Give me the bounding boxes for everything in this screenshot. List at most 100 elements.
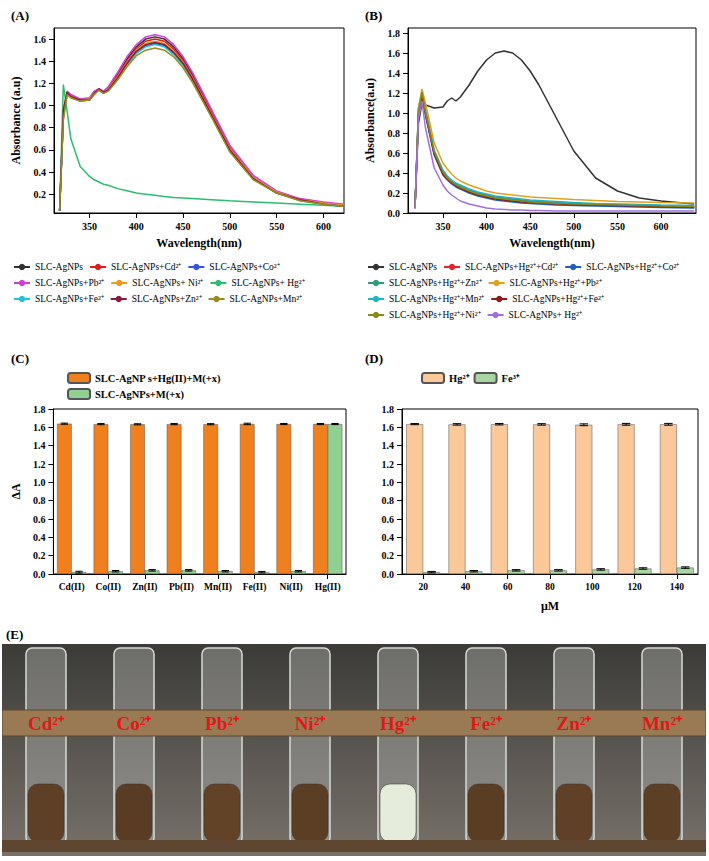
svg-text:SLC-AgNPs+Fe²⁺: SLC-AgNPs+Fe²⁺ (35, 294, 104, 304)
svg-text:Hg²⁺: Hg²⁺ (380, 713, 417, 734)
svg-text:0.0: 0.0 (33, 569, 46, 580)
svg-text:SLC-AgNPs+Hg²⁺+Cd²⁺: SLC-AgNPs+Hg²⁺+Cd²⁺ (465, 262, 558, 272)
svg-text:0.4: 0.4 (388, 168, 401, 179)
svg-text:1.4: 1.4 (382, 440, 395, 451)
svg-text:SLC-AgNPs: SLC-AgNPs (35, 262, 83, 272)
svg-text:Fe(II): Fe(II) (243, 582, 267, 593)
svg-text:0.6: 0.6 (382, 514, 395, 525)
svg-text:Wavelength(nm): Wavelength(nm) (509, 236, 594, 250)
svg-text:Fe²⁺: Fe²⁺ (470, 713, 503, 734)
svg-text:1.4: 1.4 (388, 68, 401, 79)
svg-text:60: 60 (503, 582, 513, 592)
svg-text:500: 500 (222, 221, 237, 232)
svg-text:1.0: 1.0 (382, 477, 395, 488)
svg-text:0.6: 0.6 (34, 144, 47, 155)
svg-text:0.6: 0.6 (33, 514, 46, 525)
svg-text:0.8: 0.8 (388, 128, 401, 139)
svg-text:SLC-AgNPs+Hg²⁺+Ni²⁺: SLC-AgNPs+Hg²⁺+Ni²⁺ (389, 310, 481, 320)
svg-text:550: 550 (610, 221, 625, 232)
svg-text:Fe³⁺: Fe³⁺ (502, 373, 520, 384)
svg-text:1.4: 1.4 (34, 56, 47, 67)
svg-text:1.2: 1.2 (34, 78, 47, 89)
svg-text:0.2: 0.2 (33, 550, 46, 561)
svg-text:40: 40 (461, 582, 471, 592)
svg-text:Ni(II): Ni(II) (280, 582, 303, 593)
svg-text:0.0: 0.0 (382, 569, 395, 580)
svg-text:0.4: 0.4 (34, 167, 47, 178)
svg-text:1.6: 1.6 (382, 422, 395, 433)
svg-text:1.6: 1.6 (388, 48, 401, 59)
svg-text:350: 350 (435, 221, 450, 232)
svg-text:SLC-AgNPs+Mn²⁺: SLC-AgNPs+Mn²⁺ (230, 294, 302, 304)
svg-text:1.8: 1.8 (33, 404, 46, 415)
svg-text:Ni²⁺: Ni²⁺ (295, 713, 327, 734)
svg-text:SLC-AgNPs+Co²⁺: SLC-AgNPs+Co²⁺ (209, 262, 279, 272)
svg-text:1.8: 1.8 (388, 28, 401, 39)
svg-text:0.8: 0.8 (33, 495, 46, 506)
svg-text:(B): (B) (365, 8, 382, 23)
svg-text:120: 120 (627, 582, 642, 592)
svg-text:0.6: 0.6 (388, 148, 401, 159)
svg-text:1.8: 1.8 (382, 404, 395, 415)
svg-text:Zn(II): Zn(II) (132, 582, 157, 593)
svg-text:400: 400 (479, 221, 494, 232)
svg-text:SLC-AgNPs: SLC-AgNPs (389, 262, 437, 272)
svg-text:SLC-AgNPs+ Hg²⁺: SLC-AgNPs+ Hg²⁺ (509, 310, 582, 320)
svg-text:1.2: 1.2 (33, 459, 46, 470)
svg-text:Pb²⁺: Pb²⁺ (205, 713, 240, 734)
svg-text:SLC-AgNPs+Pb²⁺: SLC-AgNPs+Pb²⁺ (35, 278, 104, 288)
svg-text:SLC-AgNPs+ Hg²⁺: SLC-AgNPs+ Hg²⁺ (231, 278, 304, 288)
svg-text:550: 550 (269, 221, 284, 232)
svg-text:Wavelength(nm): Wavelength(nm) (156, 236, 241, 250)
svg-text:0.0: 0.0 (388, 208, 401, 219)
svg-text:80: 80 (545, 582, 555, 592)
svg-text:20: 20 (418, 582, 428, 592)
svg-text:ΔA: ΔA (9, 483, 23, 500)
svg-text:450: 450 (523, 221, 538, 232)
svg-text:Zn²⁺: Zn²⁺ (557, 713, 593, 734)
svg-text:SLC-AgNPs+M(+x): SLC-AgNPs+M(+x) (95, 389, 184, 401)
svg-text:0.8: 0.8 (382, 495, 395, 506)
svg-text:Pb(II): Pb(II) (169, 582, 194, 593)
svg-text:1.0: 1.0 (33, 477, 46, 488)
svg-text:SLC-AgNPs+Hg²⁺+Zn²⁺: SLC-AgNPs+Hg²⁺+Zn²⁺ (389, 278, 482, 288)
svg-text:Absorbance(a.u): Absorbance(a.u) (363, 78, 377, 163)
svg-text:(A): (A) (11, 8, 29, 23)
svg-text:0.2: 0.2 (382, 550, 395, 561)
svg-text:1.0: 1.0 (34, 100, 47, 111)
svg-text:500: 500 (566, 221, 581, 232)
svg-text:0.4: 0.4 (33, 532, 46, 543)
svg-text:1.2: 1.2 (382, 459, 395, 470)
svg-text:Cd(II): Cd(II) (59, 582, 85, 593)
svg-text:SLC-AgNPs+ Ni²⁺: SLC-AgNPs+ Ni²⁺ (132, 278, 203, 288)
svg-text:140: 140 (670, 582, 685, 592)
svg-text:Hg²⁺: Hg²⁺ (449, 373, 470, 384)
svg-text:SLC-AgNPs+Hg²⁺+Mn²⁺: SLC-AgNPs+Hg²⁺+Mn²⁺ (389, 294, 484, 304)
svg-text:Co²⁺: Co²⁺ (117, 713, 153, 734)
svg-text:1.6: 1.6 (33, 422, 46, 433)
svg-text:Co(II): Co(II) (96, 582, 121, 593)
svg-text:1.6: 1.6 (34, 34, 47, 45)
svg-text:Hg(II): Hg(II) (315, 582, 341, 593)
svg-text:0.8: 0.8 (34, 122, 47, 133)
svg-text:μM: μM (541, 599, 559, 613)
svg-text:400: 400 (129, 221, 144, 232)
svg-text:SLC-AgNPs+Hg²⁺+Co²⁺: SLC-AgNPs+Hg²⁺+Co²⁺ (586, 262, 679, 272)
svg-text:(D): (D) (365, 351, 383, 366)
svg-text:600: 600 (654, 221, 669, 232)
svg-text:SLC-AgNPs+Cd²⁺: SLC-AgNPs+Cd²⁺ (111, 262, 181, 272)
svg-text:Cd²⁺: Cd²⁺ (28, 713, 65, 734)
svg-text:SLC-AgNPs+Hg²⁺+Pb²⁺: SLC-AgNPs+Hg²⁺+Pb²⁺ (510, 278, 602, 288)
svg-text:0.4: 0.4 (382, 532, 395, 543)
svg-text:1.4: 1.4 (33, 440, 46, 451)
svg-text:600: 600 (316, 221, 331, 232)
svg-text:100: 100 (585, 582, 600, 592)
svg-text:(E): (E) (6, 627, 23, 642)
svg-text:1.2: 1.2 (388, 88, 401, 99)
svg-text:Absorbance (a.u): Absorbance (a.u) (9, 76, 23, 164)
svg-text:450: 450 (176, 221, 191, 232)
svg-text:SLC-AgNP s+Hg(II)+M(+x): SLC-AgNP s+Hg(II)+M(+x) (95, 373, 221, 385)
svg-text:Mn²⁺: Mn²⁺ (642, 713, 683, 734)
svg-text:0.2: 0.2 (388, 188, 401, 199)
svg-text:SLC-AgNPs+Hg²⁺+Fe²⁺: SLC-AgNPs+Hg²⁺+Fe²⁺ (512, 294, 604, 304)
